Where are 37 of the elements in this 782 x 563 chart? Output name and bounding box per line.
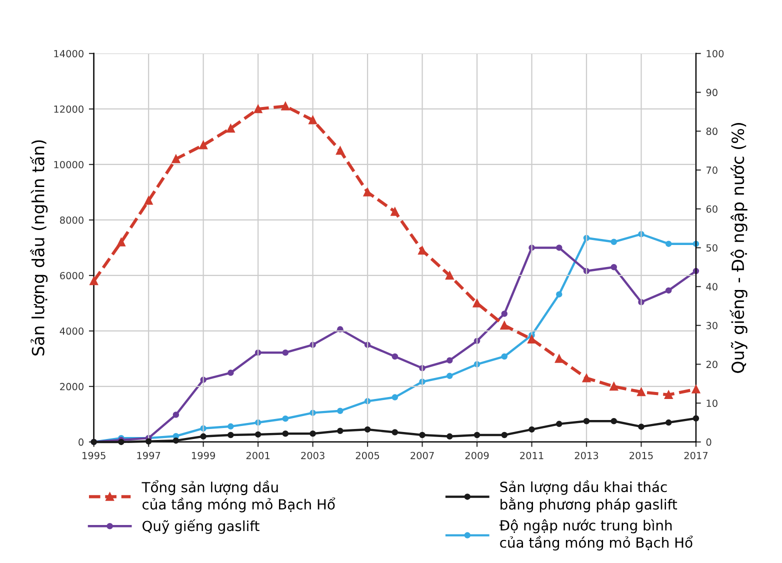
y2-tick-label: 50 bbox=[706, 244, 718, 252]
y-tick-label: 4000 bbox=[60, 327, 84, 335]
y2-tick-label: 10 bbox=[706, 400, 718, 407]
y2-tick-label: 20 bbox=[706, 360, 718, 368]
y2-tick-label: 70 bbox=[706, 166, 718, 174]
y-axis-title: Sản lượng dầu (nghìn tấn) bbox=[30, 140, 48, 356]
y2-axis-title: Quỹ giếng - Độ ngập nước (%) bbox=[730, 122, 748, 373]
y2-tick-label: 30 bbox=[706, 322, 718, 330]
y2-tick-label: 0 bbox=[706, 438, 712, 446]
x-tick-label: 2011 bbox=[520, 452, 544, 460]
y-tick-label: 12000 bbox=[54, 105, 84, 113]
x-tick-label: 2009 bbox=[465, 452, 489, 460]
x-tick-label: 1999 bbox=[192, 452, 216, 460]
y-tick-label: 6000 bbox=[60, 272, 84, 280]
y2-tick-label: 100 bbox=[706, 50, 724, 58]
y-tick-label: 0 bbox=[78, 438, 84, 446]
x-tick-label: 1997 bbox=[137, 452, 160, 460]
x-tick-label: 2017 bbox=[684, 452, 708, 460]
x-tick-label: 2001 bbox=[246, 452, 270, 460]
y-tick-label: 8000 bbox=[60, 216, 84, 224]
x-tick-label: 2003 bbox=[301, 452, 324, 460]
y-tick-label: 10000 bbox=[54, 160, 84, 168]
legend-label: Sản lượng dầu khai thác bằng phương pháp gaslift bbox=[500, 480, 678, 512]
y-tick-label: 2000 bbox=[60, 382, 84, 390]
legend-label: Tổng sản lượng dầu của tầng móng mỏ Bạch Hổ bbox=[142, 480, 336, 512]
x-tick-label: 2005 bbox=[356, 452, 380, 460]
x-tick-label: 2007 bbox=[410, 452, 434, 460]
y2-tick-label: 40 bbox=[706, 283, 718, 290]
x-tick-label: 2013 bbox=[574, 452, 598, 460]
y2-tick-label: 60 bbox=[706, 205, 718, 213]
x-tick-label: 2015 bbox=[630, 452, 653, 460]
y2-tick-label: 80 bbox=[706, 128, 718, 136]
legend-label: Độ ngập nước trung bình của tầng móng mỏ Bạch Hổ bbox=[499, 519, 693, 550]
x-tick-label: 1995 bbox=[82, 452, 106, 460]
y2-tick-label: 90 bbox=[706, 88, 718, 96]
y-tick-label: 14000 bbox=[54, 50, 84, 58]
legend-label: Quỹ giếng gaslift bbox=[142, 519, 260, 534]
